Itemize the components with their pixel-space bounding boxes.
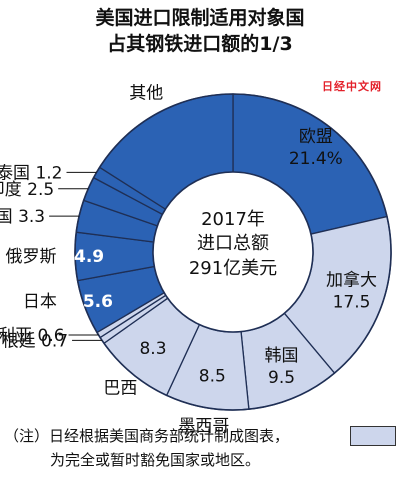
value-墨西哥: 8.5 xyxy=(199,366,226,386)
label-俄罗斯: 俄罗斯 xyxy=(6,247,57,267)
label-加拿大: 加拿大 xyxy=(326,270,377,291)
label-中国: 中国 3.3 xyxy=(0,207,45,227)
note-line1: （注）日经根据美国商务部统计制成图表， xyxy=(4,427,290,445)
value-加拿大: 17.5 xyxy=(333,293,371,313)
center-caption: 进口总额 xyxy=(197,233,269,254)
label-澳大利亚: 澳大利亚 0.6 xyxy=(0,326,65,346)
value-欧盟: 21.4% xyxy=(289,149,343,169)
donut-outer-ring xyxy=(74,93,392,411)
donut-hole xyxy=(152,171,314,333)
label-日本: 日本 xyxy=(23,292,57,312)
value-韩国: 9.5 xyxy=(268,368,295,388)
value-俄罗斯: 4.9 xyxy=(74,247,104,267)
note-line2: 为完全或暂时豁免国家或地区。 xyxy=(50,451,261,469)
value-巴西: 8.3 xyxy=(139,339,166,359)
label-泰国: 泰国 1.2 xyxy=(0,163,63,183)
label-巴西: 巴西 xyxy=(103,378,137,398)
chart-title-line1: 美国进口限制适用对象国 xyxy=(95,7,305,29)
legend-exempt-swatch xyxy=(350,426,396,446)
chart-title-line2: 占其钢铁进口额的1/3 xyxy=(107,33,293,55)
label-欧盟: 欧盟 xyxy=(299,127,333,147)
label-墨西哥: 墨西哥 xyxy=(178,417,229,437)
center-year: 2017年 xyxy=(201,209,265,230)
label-其他: 其他 xyxy=(129,83,163,103)
label-阿根廷: 阿根廷 0.7 xyxy=(0,331,68,351)
center-total: 291亿美元 xyxy=(189,258,277,279)
label-印度: 印度 2.5 xyxy=(0,180,54,200)
value-日本: 5.6 xyxy=(83,292,113,312)
watermark: 日经中文网 xyxy=(322,80,382,93)
label-韩国: 韩国 xyxy=(265,346,299,366)
